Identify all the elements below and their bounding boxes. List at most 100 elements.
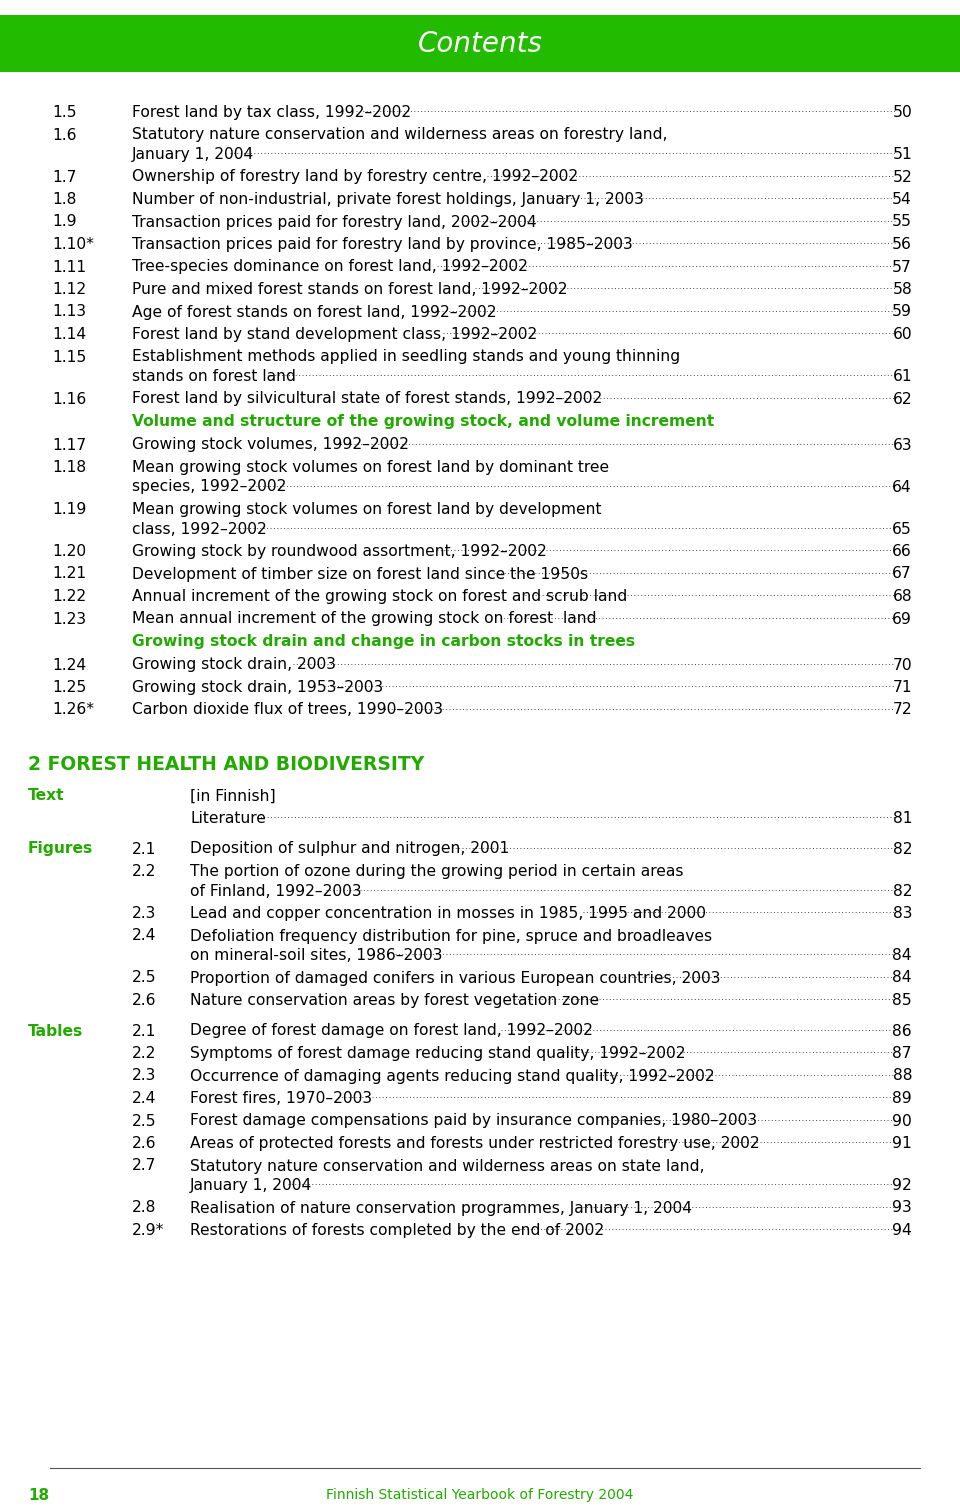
Text: 88: 88	[893, 1069, 912, 1084]
Text: 64: 64	[892, 480, 912, 494]
Text: 70: 70	[893, 657, 912, 672]
Text: 1.18: 1.18	[52, 461, 86, 476]
Text: 1.8: 1.8	[52, 192, 77, 207]
Text: 57: 57	[892, 260, 912, 275]
Text: 2.8: 2.8	[132, 1200, 156, 1216]
Text: Carbon dioxide flux of trees, 1990–2003: Carbon dioxide flux of trees, 1990–2003	[132, 702, 444, 717]
Text: 82: 82	[893, 883, 912, 898]
Text: 1.26*: 1.26*	[52, 702, 94, 717]
Text: Transaction prices paid for forestry land, 2002–2004: Transaction prices paid for forestry lan…	[132, 214, 537, 230]
Text: Text: Text	[28, 788, 64, 803]
Text: on mineral-soil sites, 1986–2003: on mineral-soil sites, 1986–2003	[190, 948, 443, 963]
Text: 85: 85	[892, 994, 912, 1009]
Text: 66: 66	[892, 544, 912, 559]
Text: 68: 68	[893, 589, 912, 604]
Text: Areas of protected forests and forests under restricted forestry use, 2002: Areas of protected forests and forests u…	[190, 1136, 759, 1151]
Text: Growing stock by roundwood assortment, 1992–2002: Growing stock by roundwood assortment, 1…	[132, 544, 547, 559]
Text: 2.2: 2.2	[132, 1046, 156, 1062]
Text: stands on forest land: stands on forest land	[132, 368, 296, 384]
Text: Development of timber size on forest land since the 1950s: Development of timber size on forest lan…	[132, 566, 588, 581]
Text: Lead and copper concentration in mosses in 1985, 1995 and 2000: Lead and copper concentration in mosses …	[190, 906, 706, 921]
Text: [in Finnish]: [in Finnish]	[190, 788, 276, 803]
Text: 18: 18	[28, 1487, 49, 1502]
Text: 81: 81	[893, 811, 912, 826]
Text: 1.5: 1.5	[52, 106, 77, 119]
Text: Forest damage compensations paid by insurance companies, 1980–2003: Forest damage compensations paid by insu…	[190, 1113, 757, 1128]
Text: 1.12: 1.12	[52, 282, 86, 297]
Text: 1.22: 1.22	[52, 589, 86, 604]
Text: 58: 58	[892, 282, 912, 297]
Text: Volume and structure of the growing stock, and volume increment: Volume and structure of the growing stoc…	[132, 414, 714, 429]
Text: 1.19: 1.19	[52, 501, 86, 516]
Text: 67: 67	[892, 566, 912, 581]
Text: class, 1992–2002: class, 1992–2002	[132, 521, 267, 536]
Text: Restorations of forests completed by the end of 2002: Restorations of forests completed by the…	[190, 1223, 604, 1238]
Text: 50: 50	[892, 106, 912, 119]
Text: Forest fires, 1970–2003: Forest fires, 1970–2003	[190, 1092, 372, 1105]
Text: January 1, 2004: January 1, 2004	[190, 1178, 312, 1193]
Text: 1.23: 1.23	[52, 612, 86, 627]
Text: 84: 84	[893, 971, 912, 986]
Text: 54: 54	[892, 192, 912, 207]
Text: 2.1: 2.1	[132, 1024, 156, 1039]
Text: 56: 56	[892, 237, 912, 252]
Text: 1.17: 1.17	[52, 438, 86, 453]
Text: Forest land by silvicultural state of forest stands, 1992–2002: Forest land by silvicultural state of fo…	[132, 391, 602, 406]
Text: Tree-species dominance on forest land, 1992–2002: Tree-species dominance on forest land, 1…	[132, 260, 528, 275]
Text: 1.11: 1.11	[52, 260, 86, 275]
Text: Symptoms of forest damage reducing stand quality, 1992–2002: Symptoms of forest damage reducing stand…	[190, 1046, 685, 1062]
Text: 1.21: 1.21	[52, 566, 86, 581]
Text: Degree of forest damage on forest land, 1992–2002: Degree of forest damage on forest land, …	[190, 1024, 593, 1039]
Text: Occurrence of damaging agents reducing stand quality, 1992–2002: Occurrence of damaging agents reducing s…	[190, 1069, 714, 1084]
Text: Proportion of damaged conifers in various European countries, 2003: Proportion of damaged conifers in variou…	[190, 971, 721, 986]
Text: Establishment methods applied in seedling stands and young thinning: Establishment methods applied in seedlin…	[132, 349, 680, 364]
Text: 2.4: 2.4	[132, 929, 156, 944]
Text: 83: 83	[893, 906, 912, 921]
Text: 2 FOREST HEALTH AND BIODIVERSITY: 2 FOREST HEALTH AND BIODIVERSITY	[28, 755, 424, 775]
Text: Ownership of forestry land by forestry centre, 1992–2002: Ownership of forestry land by forestry c…	[132, 169, 578, 184]
Text: 1.6: 1.6	[52, 127, 77, 142]
Text: 1.10*: 1.10*	[52, 237, 94, 252]
Text: Age of forest stands on forest land, 1992–2002: Age of forest stands on forest land, 199…	[132, 305, 496, 320]
Text: 1.24: 1.24	[52, 657, 86, 672]
Text: Forest land by stand development class, 1992–2002: Forest land by stand development class, …	[132, 328, 538, 341]
Text: Growing stock drain, 2003: Growing stock drain, 2003	[132, 657, 336, 672]
Text: 89: 89	[892, 1092, 912, 1105]
Text: Transaction prices paid for forestry land by province, 1985–2003: Transaction prices paid for forestry lan…	[132, 237, 633, 252]
Text: Growing stock volumes, 1992–2002: Growing stock volumes, 1992–2002	[132, 438, 409, 453]
Text: 2.3: 2.3	[132, 1069, 156, 1084]
Text: January 1, 2004: January 1, 2004	[132, 146, 254, 162]
Text: The portion of ozone during the growing period in certain areas: The portion of ozone during the growing …	[190, 864, 684, 879]
Text: 55: 55	[892, 214, 912, 230]
Text: 65: 65	[892, 521, 912, 536]
Text: 51: 51	[892, 146, 912, 162]
Text: Mean growing stock volumes on forest land by development: Mean growing stock volumes on forest lan…	[132, 501, 602, 516]
Text: Realisation of nature conservation programmes, January 1, 2004: Realisation of nature conservation progr…	[190, 1200, 692, 1216]
Text: 1.16: 1.16	[52, 391, 86, 406]
Text: 2.7: 2.7	[132, 1158, 156, 1173]
Text: 2.5: 2.5	[132, 971, 156, 986]
Text: 1.13: 1.13	[52, 305, 86, 320]
Text: 86: 86	[893, 1024, 912, 1039]
Text: 94: 94	[892, 1223, 912, 1238]
Text: 62: 62	[893, 391, 912, 406]
Text: 1.20: 1.20	[52, 544, 86, 559]
Text: 82: 82	[893, 841, 912, 856]
Text: 90: 90	[892, 1113, 912, 1128]
Text: Finnish Statistical Yearbook of Forestry 2004: Finnish Statistical Yearbook of Forestry…	[326, 1487, 634, 1502]
Text: 2.6: 2.6	[132, 994, 156, 1009]
Text: 2.4: 2.4	[132, 1092, 156, 1105]
Bar	[0, 15, 960, 72]
Text: Figures: Figures	[28, 841, 93, 856]
Text: 93: 93	[892, 1200, 912, 1216]
Text: 2.1: 2.1	[132, 841, 156, 856]
Text: 2.5: 2.5	[132, 1113, 156, 1128]
Text: Forest land by tax class, 1992–2002: Forest land by tax class, 1992–2002	[132, 106, 411, 119]
Text: 2.6: 2.6	[132, 1136, 156, 1151]
Text: Nature conservation areas by forest vegetation zone: Nature conservation areas by forest vege…	[190, 994, 599, 1009]
Text: 71: 71	[893, 680, 912, 695]
Text: 92: 92	[892, 1178, 912, 1193]
Text: Growing stock drain, 1953–2003: Growing stock drain, 1953–2003	[132, 680, 383, 695]
Text: 61: 61	[893, 368, 912, 384]
Text: 87: 87	[893, 1046, 912, 1062]
